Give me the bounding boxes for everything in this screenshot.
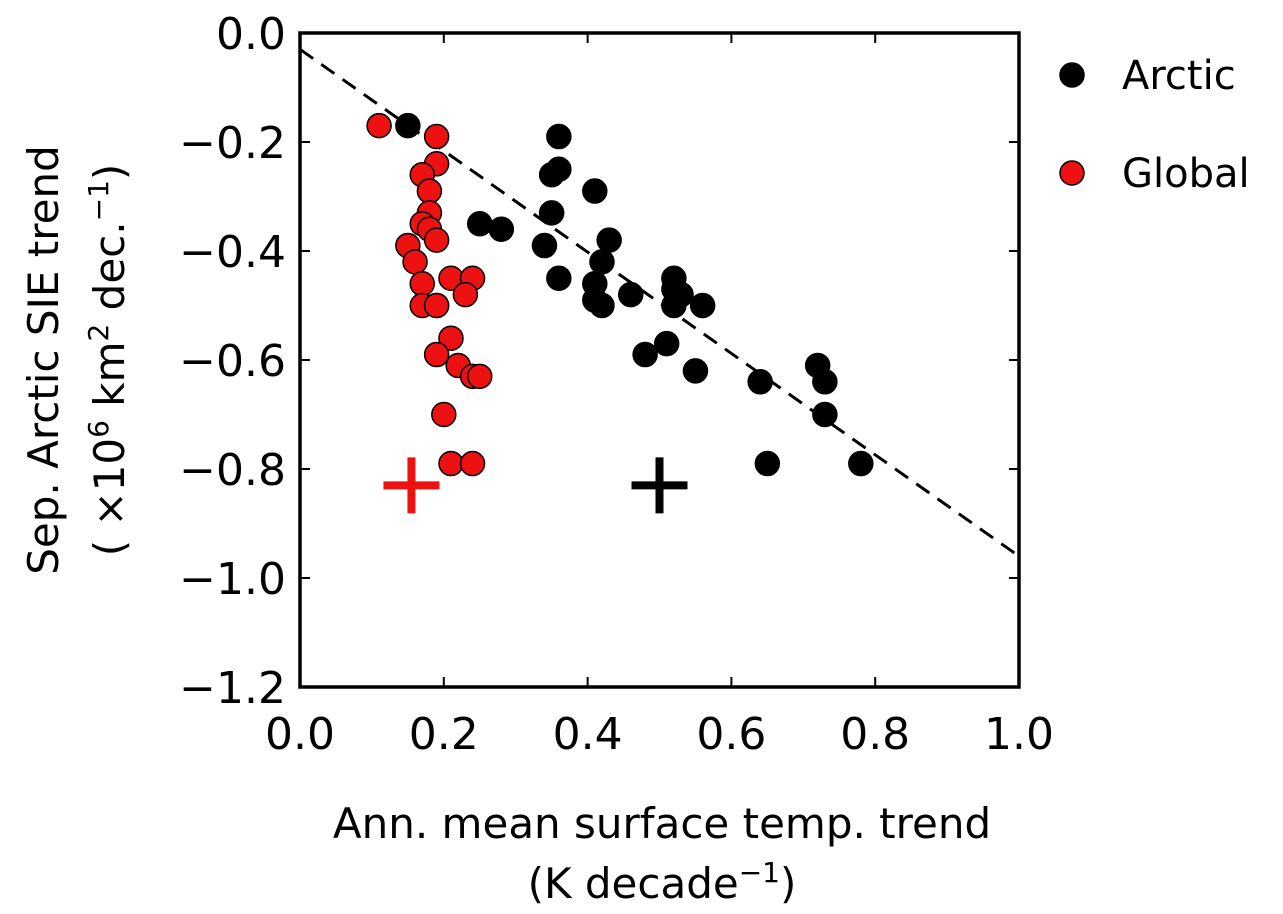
arctic-point [589,249,615,275]
y-units-sup1: 6 [82,420,115,438]
legend: Arctic Global [1059,53,1250,197]
legend-marker-arctic [1059,62,1085,88]
x-tick-label: 0.4 [553,709,623,760]
axis-ticks [299,32,1020,688]
plot-frame [298,31,1021,689]
legend-label-arctic: Arctic [1122,53,1236,99]
arctic-point [596,227,622,253]
arctic-point [582,178,608,204]
arctic-point [488,216,515,242]
x-tick-label: 1.0 [984,709,1054,760]
global-point [409,270,435,297]
arctic-point [653,330,680,357]
x-tick-label: 0.8 [840,709,910,760]
y-tick-label: −1.0 [179,554,286,605]
arctic-point [632,341,658,368]
mean-markers [383,457,688,514]
mean-plus-marker [631,457,688,514]
series-arctic [395,112,874,477]
x-axis-units: (K decade−1) [528,856,797,909]
arctic-point [538,200,565,226]
arctic-point [812,369,838,395]
global-point [416,178,443,204]
legend-label-global: Global [1122,151,1250,197]
arctic-point [848,450,874,477]
y-axis-units: ( ×106 km2 dec.−1) [82,164,135,557]
mean-plus-marker [383,457,440,514]
global-point [438,450,464,477]
arctic-point [546,123,572,150]
x-units-open: (K decade [528,859,739,908]
x-axis-label: Ann. mean surface temp. trend [333,799,991,848]
y-tick-label: −0.6 [179,336,286,387]
y-tick-label: −0.2 [179,118,286,169]
global-point [402,249,428,275]
y-units-close: ) [85,164,134,180]
arctic-point [617,281,644,308]
y-tick-label: 0.0 [216,9,286,60]
global-point [467,363,493,390]
global-point [423,227,450,253]
y-units-mid: km [85,342,134,421]
data-points [366,112,874,477]
y-tick-label: −0.8 [179,445,286,496]
y-axis-label: Sep. Arctic SIE trend [19,145,68,574]
arctic-point [812,401,838,428]
arctic-point [467,211,493,237]
arctic-point [747,369,773,395]
legend-marker-global [1059,160,1085,186]
y-tick-label: −1.2 [179,663,286,714]
series-global [366,112,493,477]
x-units-sup: −1 [739,856,780,889]
global-point [459,450,486,477]
arctic-point [538,161,565,188]
y-tick-label: −0.4 [179,227,286,278]
arctic-point [689,292,716,319]
global-point [423,123,450,150]
axis-tick-labels: 0.0 0.2 0.4 0.6 0.8 1.0 0.0 −0.2 −0.4 −0.6 −0.8 −1.… [179,9,1054,760]
x-tick-label: 0.6 [696,709,766,760]
y-units-tail: dec. [85,221,134,323]
y-units-sup3: −1 [82,180,115,221]
arctic-point [582,287,608,313]
global-point [431,401,457,428]
global-point [366,112,392,139]
global-point [438,325,464,351]
global-point [423,292,450,319]
arctic-point [754,450,781,477]
global-point [423,341,450,368]
fit-line [300,48,1019,558]
x-tick-label: 0.0 [265,709,335,760]
fit-line-group [300,48,1019,558]
arctic-point [395,112,421,139]
y-units-open: ( ×10 [85,438,134,556]
x-units-close: ) [780,859,796,908]
arctic-point [531,232,558,259]
arctic-point [661,292,687,319]
global-point [452,281,479,308]
y-units-sup2: 2 [82,324,115,342]
x-tick-label: 0.2 [409,709,479,760]
arctic-point [546,265,572,291]
arctic-point [682,358,709,384]
